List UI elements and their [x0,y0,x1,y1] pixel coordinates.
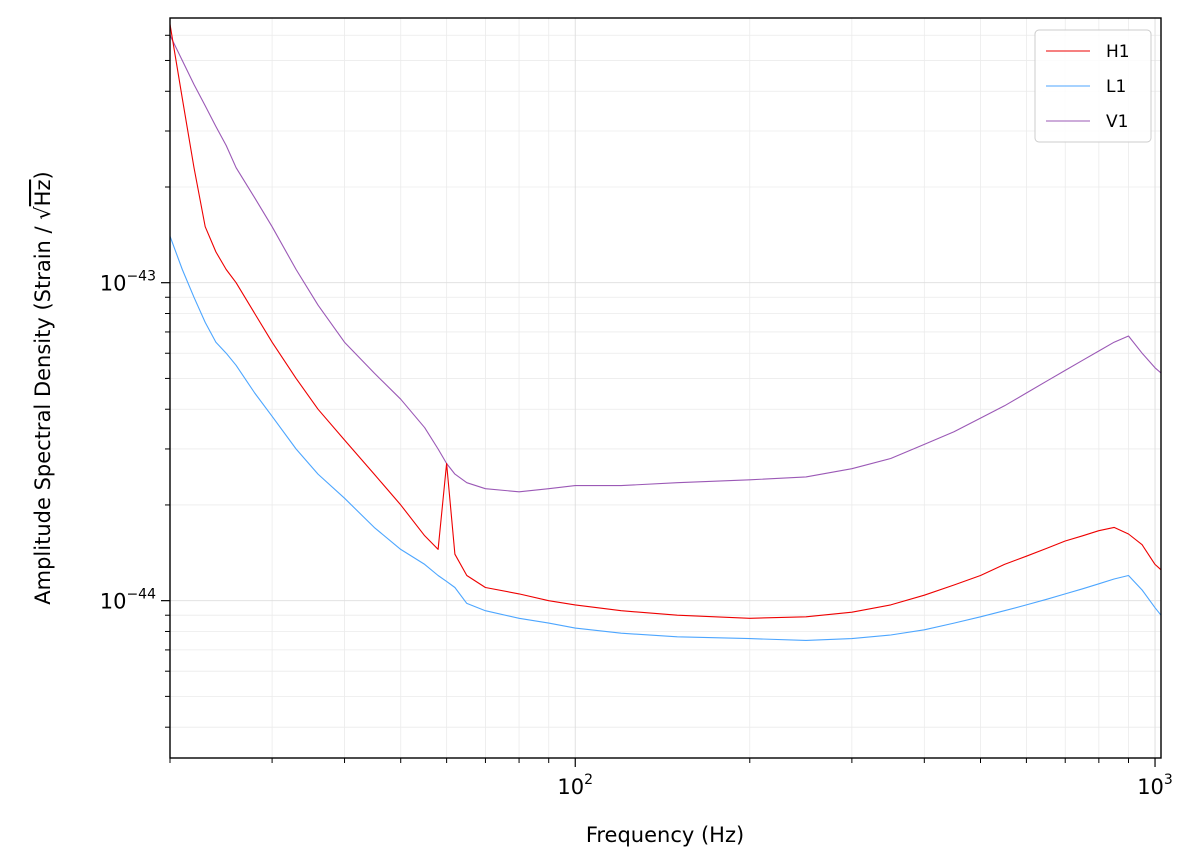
series-line-h1 [170,24,1161,619]
y-axis-label-main: Amplitude Spectral Density (Strain / [31,220,55,605]
legend-label-h1: H1 [1106,42,1130,62]
legend-label-v1: V1 [1106,112,1128,132]
legend: H1 L1 V1 [1034,29,1152,143]
y-axis-label-close: ) [31,171,55,179]
y-axis-label-radical: √ [31,206,55,220]
series-layer [170,24,1161,641]
y-axis-label: Amplitude Spectral Density (Strain / √Hz… [31,171,55,604]
tick-layer: 102 103 10−44 10−43 [100,34,1173,799]
series-line-v1 [170,35,1161,493]
x-axis-label: Frequency (Hz) [586,823,744,847]
plot-frame [169,17,1162,759]
grid-layer [169,18,1161,758]
x-tick-label: 102 [557,772,593,799]
x-tick-label: 103 [1137,772,1173,799]
y-axis-label-radicand: Hz [31,179,55,206]
legend-box [1034,29,1152,143]
y-tick-label: 10−43 [100,269,156,296]
legend-label-l1: L1 [1106,77,1126,97]
y-tick-label: 10−44 [100,587,156,614]
series-line-l1 [170,236,1161,641]
